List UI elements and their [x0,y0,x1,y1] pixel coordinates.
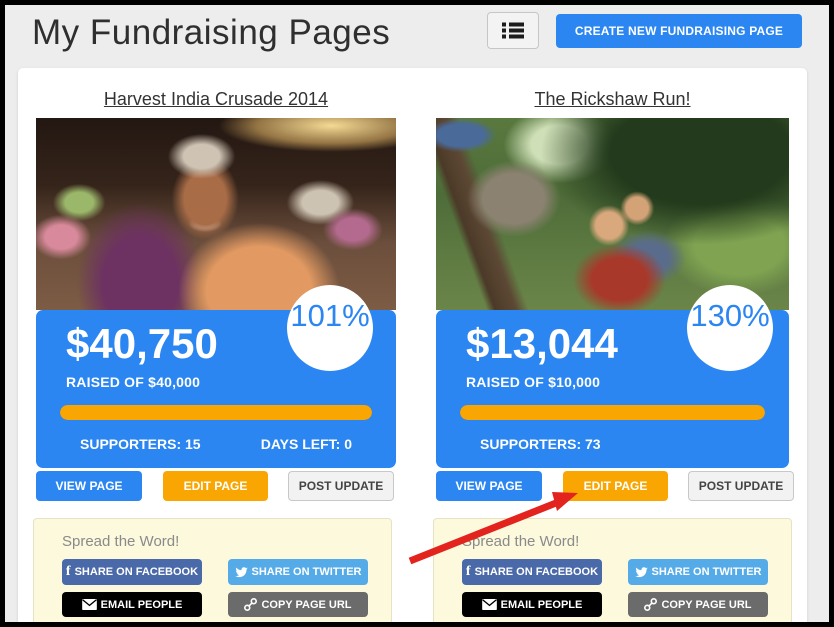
amount-raised: $13,044 [466,320,618,367]
facebook-icon: f [65,564,71,579]
share-on-facebook-button[interactable]: f SHARE ON FACEBOOK [62,559,202,585]
link-icon [644,598,658,611]
link-icon [244,598,258,611]
view-page-button[interactable]: VIEW PAGE [36,471,142,501]
percent-raised-value: 130% [690,298,770,333]
share-on-facebook-label: SHARE ON FACEBOOK [74,566,199,578]
progress-bar-track [60,405,372,420]
card-actions: VIEW PAGE EDIT PAGE POST UPDATE [436,471,794,502]
list-view-toggle-button[interactable] [487,12,539,49]
share-on-twitter-button[interactable]: SHARE ON TWITTER [228,559,368,585]
progress-bar-fill [460,405,765,420]
percent-raised-badge: 130% [687,285,773,371]
spread-the-word-panel: Spread the Word! f SHARE ON FACEBOOK SHA… [33,518,392,622]
share-on-twitter-button[interactable]: SHARE ON TWITTER [628,559,768,585]
share-on-twitter-label: SHARE ON TWITTER [251,566,362,578]
create-new-fundraising-page-button[interactable]: CREATE NEW FUNDRAISING PAGE [556,14,802,48]
spread-the-word-panel: Spread the Word! f SHARE ON FACEBOOK SHA… [433,518,792,622]
fundraising-card-rickshaw-run: The Rickshaw Run! $13,044 RAISED OF $10,… [433,68,794,622]
envelope-icon [481,599,497,610]
stats-row: SUPPORTERS: 73 [460,436,765,452]
envelope-icon [81,599,97,610]
edit-page-button[interactable]: EDIT PAGE [563,471,668,501]
list-icon [502,22,524,39]
amount-raised: $40,750 [66,320,218,367]
campaign-photo[interactable] [436,118,789,310]
spread-the-word-heading: Spread the Word! [462,533,580,550]
progress-bar-track [460,405,765,420]
twitter-icon [234,566,248,577]
days-left-count: DAYS LEFT: 0 [260,436,352,452]
supporters-count: SUPPORTERS: 15 [80,436,201,452]
copy-page-url-button[interactable]: COPY PAGE URL [228,592,368,617]
copy-page-url-label: COPY PAGE URL [261,598,352,611]
fundraising-pages-panel: Harvest India Crusade 2014 $40,750 RAISE… [18,68,807,622]
raised-of-goal-label: RAISED OF $40,000 [66,374,201,390]
view-page-button[interactable]: VIEW PAGE [436,471,542,501]
post-update-button[interactable]: POST UPDATE [288,471,394,501]
facebook-icon: f [465,564,471,579]
share-on-facebook-label: SHARE ON FACEBOOK [474,566,599,578]
copy-page-url-button[interactable]: COPY PAGE URL [628,592,768,617]
email-people-button[interactable]: EMAIL PEOPLE [462,592,602,617]
edit-page-button[interactable]: EDIT PAGE [163,471,268,501]
card-title-link[interactable]: Harvest India Crusade 2014 [103,89,329,109]
card-actions: VIEW PAGE EDIT PAGE POST UPDATE [36,471,396,502]
spread-the-word-heading: Spread the Word! [62,533,180,550]
raised-of-goal-label: RAISED OF $10,000 [466,374,601,390]
email-people-label: EMAIL PEOPLE [500,598,583,611]
email-people-button[interactable]: EMAIL PEOPLE [62,592,202,617]
page-background: My Fundraising Pages CREATE NEW FUNDRAIS… [5,5,829,622]
progress-bar-fill [60,405,372,420]
share-on-facebook-button[interactable]: f SHARE ON FACEBOOK [462,559,602,585]
email-people-label: EMAIL PEOPLE [100,598,183,611]
stats-panel: $13,044 RAISED OF $10,000 SUPPORTERS: 73 [436,310,789,468]
share-on-twitter-label: SHARE ON TWITTER [651,566,762,578]
percent-raised-value: 101% [290,298,370,333]
fundraising-card-harvest-india: Harvest India Crusade 2014 $40,750 RAISE… [33,68,396,622]
page-title: My Fundraising Pages [32,13,391,52]
percent-raised-badge: 101% [287,285,373,371]
copy-page-url-label: COPY PAGE URL [661,598,752,611]
stats-row: SUPPORTERS: 15 DAYS LEFT: 0 [60,436,372,452]
post-update-button[interactable]: POST UPDATE [688,471,794,501]
campaign-photo[interactable] [36,118,396,310]
supporters-count: SUPPORTERS: 73 [480,436,601,452]
card-title-link[interactable]: The Rickshaw Run! [534,89,691,109]
twitter-icon [634,566,648,577]
